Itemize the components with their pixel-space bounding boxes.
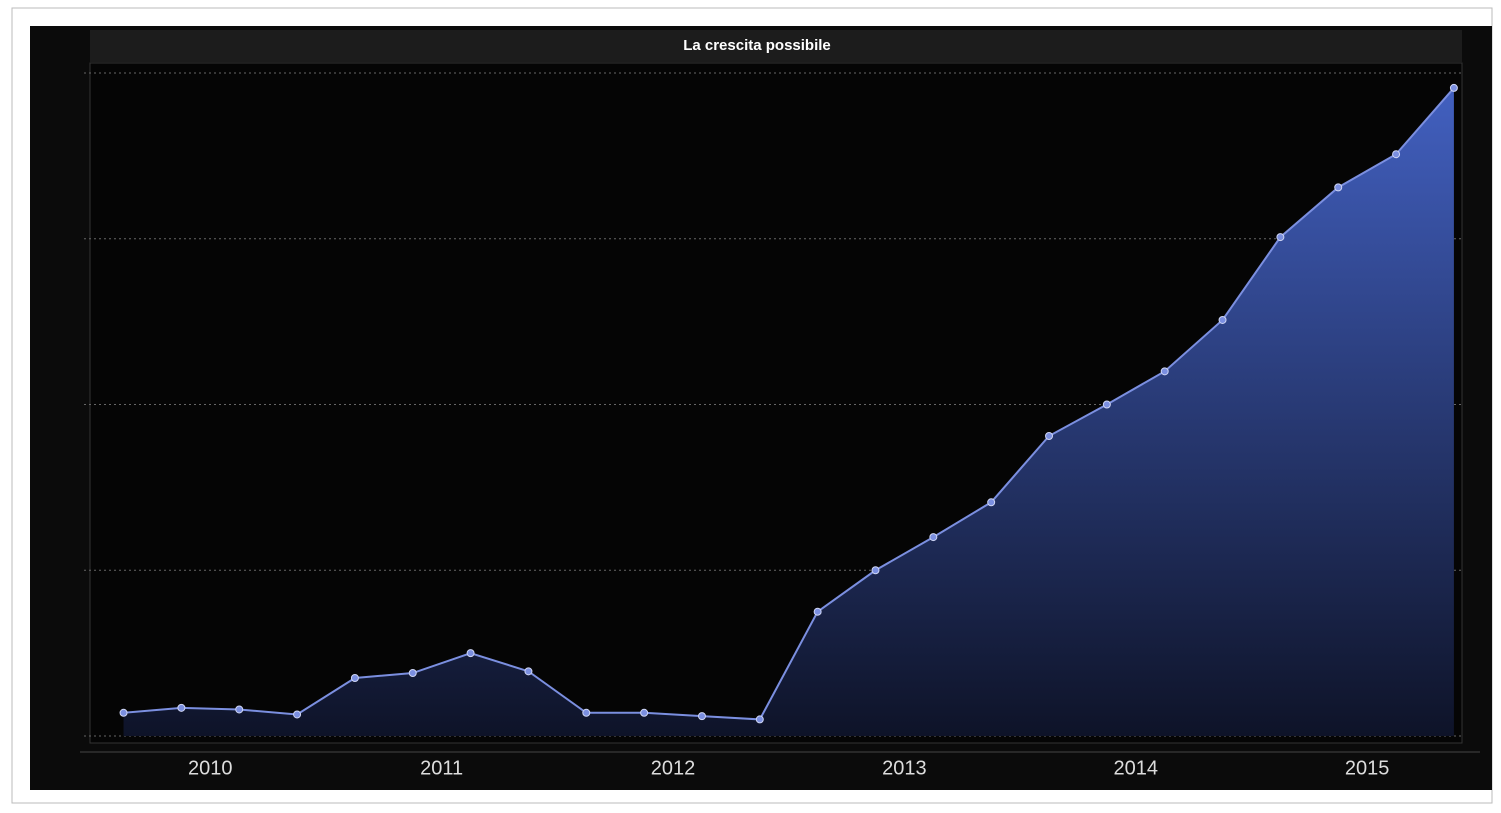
point [1449, 83, 1458, 92]
point [524, 667, 533, 676]
x-tick-label: 2014 [1114, 757, 1159, 779]
point [293, 710, 302, 719]
chart-title: La crescita possibile [683, 37, 831, 54]
point [697, 712, 706, 721]
x-tick-label: 2010 [188, 757, 233, 779]
x-tick-label: 2013 [882, 757, 927, 779]
line [123, 87, 1455, 721]
point [640, 708, 649, 717]
point [755, 715, 764, 724]
point [1276, 233, 1285, 242]
point [1218, 315, 1227, 324]
point [871, 566, 880, 575]
point [1392, 150, 1401, 159]
area-fill [123, 87, 1454, 737]
point [235, 705, 244, 714]
point [929, 533, 938, 542]
x-tick-label: 2015 [1345, 757, 1390, 779]
point [119, 708, 128, 717]
point [1334, 183, 1343, 192]
point [350, 673, 359, 682]
x-tick-label: 2012 [651, 757, 696, 779]
point [177, 703, 186, 712]
point [408, 669, 417, 678]
x-tick-label: 2011 [420, 757, 463, 779]
point [582, 708, 591, 717]
point [813, 607, 822, 616]
point [987, 498, 996, 507]
title-bar [90, 30, 1462, 62]
point [1102, 400, 1111, 409]
point [1160, 367, 1169, 376]
point [1045, 431, 1054, 440]
point [466, 649, 475, 658]
